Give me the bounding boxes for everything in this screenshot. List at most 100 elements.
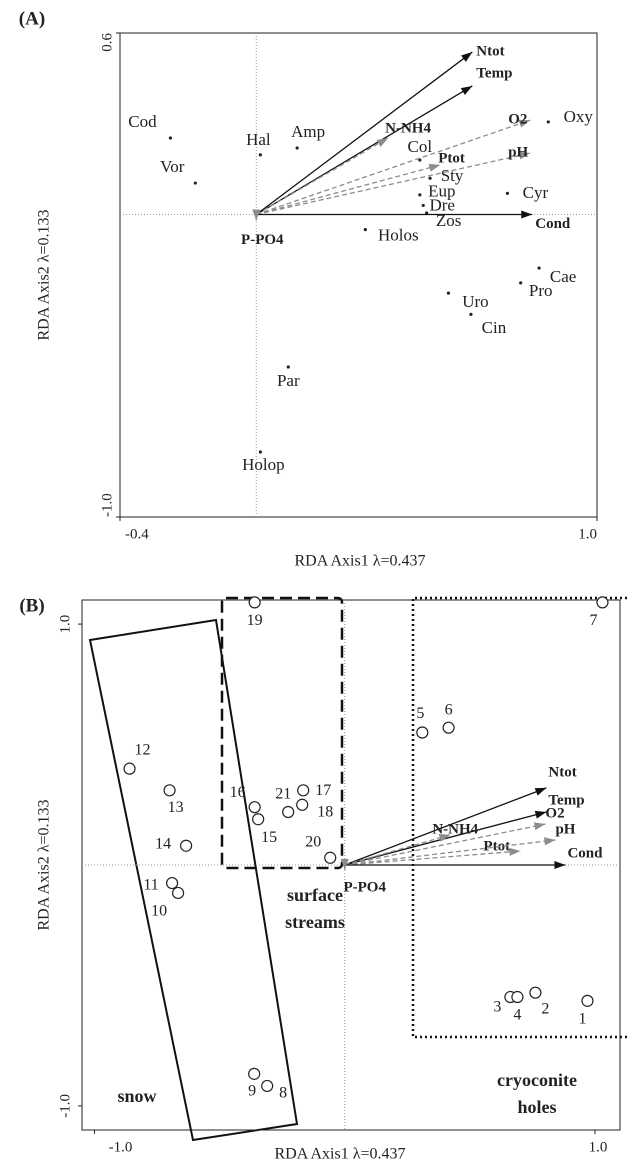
site-point [297,784,310,797]
point-label: Dre [429,195,454,214]
species-point [537,266,541,270]
point-label: Par [277,371,300,390]
y-tick-label: -1.0 [99,493,115,517]
x-tick-label: 1.0 [589,1139,608,1155]
point-label: 1 [578,1011,586,1028]
arrow-head [438,834,451,842]
point-label: 15 [261,829,277,846]
point-label: Holop [242,455,285,474]
group-label: holes [517,1097,556,1117]
arrow-head [534,787,547,796]
arrow-head [428,163,441,172]
arrow-head [252,209,261,221]
snow-box [88,618,299,1142]
panel-label: (A) [19,8,45,29]
x-tick-label: -1.0 [109,1139,133,1155]
site-point [529,986,542,999]
site-point [324,851,337,864]
env-vector [344,811,547,866]
site-point [511,990,524,1004]
y-tick-label: 1.0 [57,615,73,634]
env-vector [255,137,389,216]
point-label: Cyr [523,183,549,202]
species-point [258,153,262,157]
site-point [416,726,429,739]
site-point [248,596,261,609]
site-point [248,1067,261,1080]
point-label: 12 [135,741,151,758]
surface-streams-box [220,596,344,870]
point-label: 16 [230,784,246,801]
vector-label: pH [555,821,575,837]
arrow-head [509,847,521,856]
vector-label: Temp [548,792,584,808]
x-tick-label: 1.0 [578,526,597,542]
species-point [505,191,509,195]
site-point [248,801,261,814]
x-axis-label: RDA Axis1 λ=0.437 [274,1146,405,1163]
y-tick-label: -1.0 [57,1094,73,1118]
vector-label: Cond [535,216,571,232]
species-point [258,450,262,454]
point-label: 19 [247,612,263,629]
site-point [123,762,136,775]
vector-label: pH [508,145,528,161]
env-vector [344,823,546,866]
point-label: Holos [378,226,419,245]
arrow-head [518,119,531,128]
species-point [193,181,197,185]
point-label: Cae [550,267,576,286]
env-vector [344,834,451,866]
site-point [165,876,179,890]
point-label: 4 [513,1007,521,1024]
point-label: Col [408,137,433,156]
point-label: Cod [128,112,157,131]
species-point [295,146,299,150]
vector-label: Temp [476,65,512,81]
x-tick-label: -0.4 [125,526,149,542]
arrow-head [460,85,473,96]
y-axis-label: RDA Axis2 λ=0.133 [36,209,53,340]
point-label: 14 [155,835,171,852]
point-label: 8 [279,1085,287,1102]
point-label: 5 [416,705,424,722]
x-axis-label: RDA Axis1 λ=0.437 [294,553,425,570]
species-point [363,228,367,232]
point-label: 3 [493,999,501,1016]
group-label: streams [285,912,345,932]
species-point [428,176,432,180]
vector-label: P-PO4 [343,879,386,895]
point-label: Sty [441,166,464,185]
vector-label: Ptot [438,150,465,166]
vector-label: P-PO4 [241,232,284,248]
arrow-head [340,858,349,870]
species-point [546,120,550,124]
point-label: 11 [143,877,158,894]
species-point [418,193,422,197]
site-point [163,784,176,797]
species-point [519,281,523,285]
vector-label: O2 [545,805,564,821]
arrow-head [376,137,389,147]
arrow-head [533,822,546,831]
arrow-head [518,151,531,160]
point-label: Cin [482,318,507,337]
vector-label: Cond [567,845,603,861]
species-point [425,211,429,215]
species-point [469,312,473,316]
point-label: Hal [246,130,271,149]
point-label: Uro [462,292,488,311]
site-point [442,721,455,734]
vector-label: N-NH4 [432,821,478,837]
group-label: surface [287,885,343,905]
site-point [261,1079,274,1093]
arrow-head [554,861,566,869]
point-label: 20 [305,833,321,850]
point-label: Vor [160,157,185,176]
point-label: 13 [168,799,184,816]
point-label: Amp [291,122,325,141]
point-label: 2 [541,1000,549,1017]
site-point [296,798,309,811]
env-vector [344,850,521,866]
